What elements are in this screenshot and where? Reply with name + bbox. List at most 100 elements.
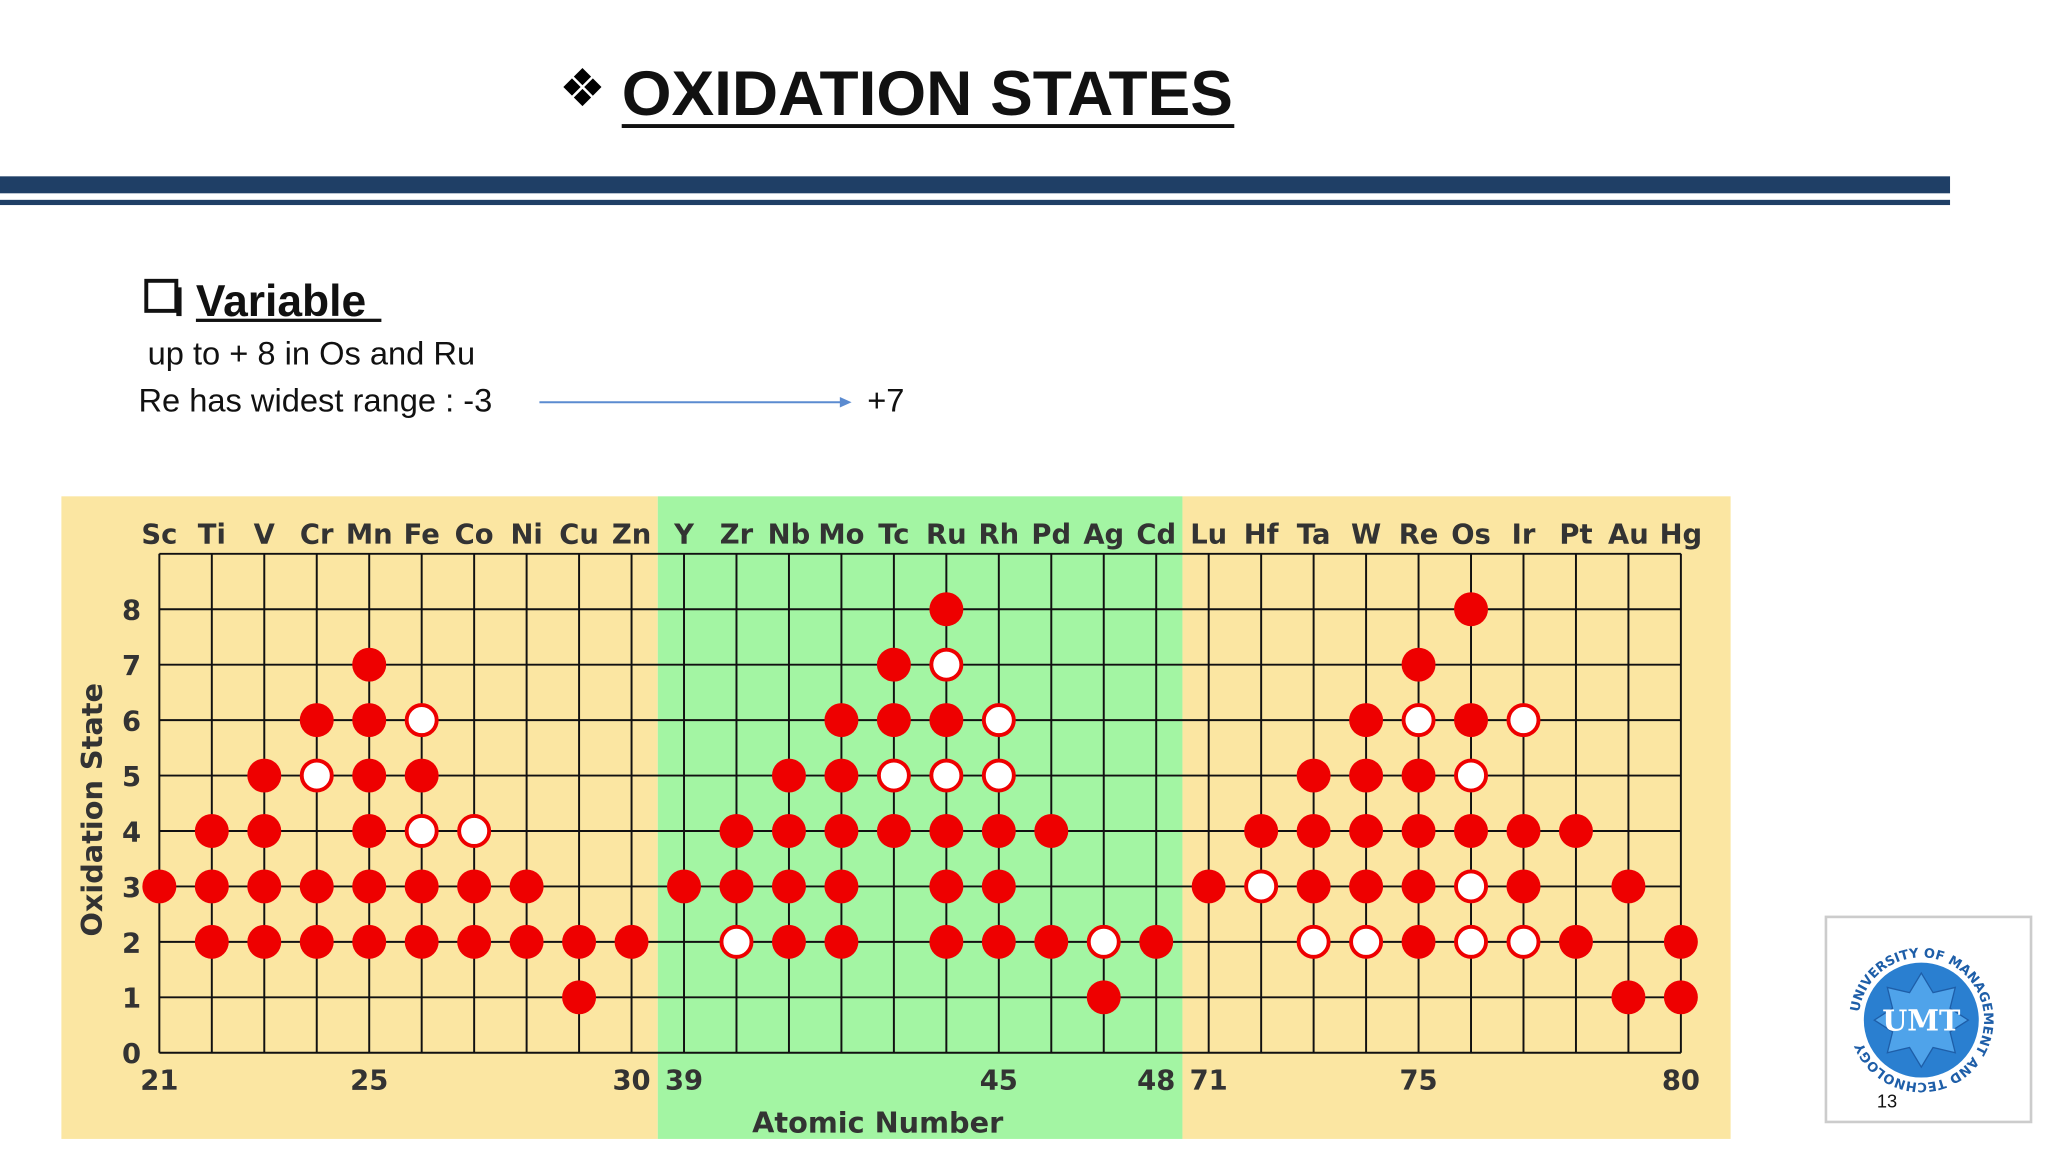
element-label: Ru xyxy=(926,519,967,550)
state-dot-filled xyxy=(142,869,177,904)
state-dot-filled xyxy=(194,924,229,959)
element-label: Fe xyxy=(404,519,440,550)
state-dot-filled xyxy=(247,924,282,959)
x-tick-label: 21 xyxy=(140,1065,178,1096)
state-dot-filled xyxy=(719,869,754,904)
state-dot-filled xyxy=(614,924,649,959)
x-tick-label: 48 xyxy=(1137,1065,1175,1096)
element-label: Ta xyxy=(1297,519,1331,550)
state-dot-filled xyxy=(457,924,492,959)
state-dot-filled xyxy=(1086,980,1121,1015)
state-dot-filled xyxy=(509,924,544,959)
state-dot-filled xyxy=(299,703,334,738)
y-tick-label: 6 xyxy=(122,707,141,738)
state-dot-filled xyxy=(1663,980,1698,1015)
state-dot-open xyxy=(719,924,754,959)
state-dot-filled xyxy=(352,758,387,793)
state-dot-filled xyxy=(929,869,964,904)
state-dot-filled xyxy=(824,924,859,959)
element-label: Os xyxy=(1451,519,1491,550)
state-dot-filled xyxy=(194,814,229,848)
state-dot-filled xyxy=(1558,814,1593,848)
element-label: Tc xyxy=(878,519,909,550)
state-dot-filled xyxy=(1663,924,1698,959)
state-dot-open xyxy=(929,758,964,793)
state-dot-filled xyxy=(1401,647,1436,682)
heading-bullet xyxy=(144,278,179,313)
rule-thin xyxy=(0,199,1951,206)
state-dot-filled xyxy=(404,869,439,904)
state-dot-filled xyxy=(1401,814,1436,848)
x-tick-label: 39 xyxy=(665,1065,703,1096)
state-dot-filled xyxy=(1558,924,1593,959)
element-label: Cd xyxy=(1136,519,1176,550)
element-label: Nb xyxy=(768,519,811,550)
state-dot-filled xyxy=(876,647,911,682)
state-dot-filled xyxy=(194,869,229,904)
state-dot-filled xyxy=(1349,758,1384,793)
y-tick-label: 5 xyxy=(122,762,141,793)
state-dot-filled xyxy=(667,869,701,904)
state-dot-filled xyxy=(404,924,439,959)
state-dot-filled xyxy=(771,869,806,904)
element-label: Mn xyxy=(346,519,393,550)
state-dot-filled xyxy=(562,924,597,959)
state-dot-filled xyxy=(929,703,964,738)
page-number: 13 xyxy=(1877,1091,1897,1112)
state-dot-open xyxy=(299,758,334,793)
state-dot-open xyxy=(1506,924,1541,959)
state-dot-open xyxy=(1296,924,1331,959)
heading-underline xyxy=(195,318,382,322)
state-dot-filled xyxy=(981,924,1016,959)
y-tick-label: 2 xyxy=(122,928,141,959)
state-dot-filled xyxy=(1401,869,1436,904)
state-dot-filled xyxy=(929,924,964,959)
state-dot-filled xyxy=(247,869,282,904)
state-dot-filled xyxy=(719,814,754,848)
title-underline xyxy=(621,124,1235,128)
state-dot-filled xyxy=(1349,814,1384,848)
state-dot-filled xyxy=(247,814,282,848)
state-dot-open xyxy=(1454,869,1488,904)
state-dot-filled xyxy=(1506,814,1541,848)
state-dot-filled xyxy=(771,814,806,848)
state-dot-filled xyxy=(1611,980,1646,1015)
element-label: Au xyxy=(1608,519,1649,550)
x-tick-label: 80 xyxy=(1662,1065,1700,1096)
state-dot-filled xyxy=(981,814,1016,848)
state-dot-filled xyxy=(824,869,859,904)
state-dot-filled xyxy=(352,924,387,959)
state-dot-filled xyxy=(1296,758,1331,793)
element-label: Hg xyxy=(1660,519,1703,550)
state-dot-open xyxy=(1086,924,1121,959)
state-dot-open xyxy=(1244,869,1279,904)
element-label: Rh xyxy=(979,519,1020,550)
body-line: up to + 8 in Os and Ru xyxy=(148,334,476,371)
state-dot-filled xyxy=(352,703,387,738)
state-dot-filled xyxy=(1296,869,1331,904)
state-dot-open xyxy=(1506,703,1541,738)
state-dot-filled xyxy=(1349,869,1384,904)
state-dot-open xyxy=(929,647,964,682)
y-tick-label: 3 xyxy=(122,873,141,904)
state-dot-filled xyxy=(457,869,492,904)
element-label: W xyxy=(1351,519,1381,550)
state-dot-filled xyxy=(299,869,334,904)
state-dot-filled xyxy=(404,758,439,793)
element-label: Ag xyxy=(1083,519,1124,550)
state-dot-filled xyxy=(562,980,597,1015)
state-dot-filled xyxy=(352,647,387,682)
y-tick-label: 4 xyxy=(122,817,141,848)
x-tick-label: 75 xyxy=(1399,1065,1437,1096)
state-dot-filled xyxy=(1506,869,1541,904)
y-tick-label: 0 xyxy=(122,1039,141,1070)
state-dot-open xyxy=(1454,758,1488,793)
state-dot-filled xyxy=(1611,869,1646,904)
title-bullet: ❖ xyxy=(559,59,606,119)
state-dot-open xyxy=(1349,924,1384,959)
body-line: +7 xyxy=(867,381,904,418)
